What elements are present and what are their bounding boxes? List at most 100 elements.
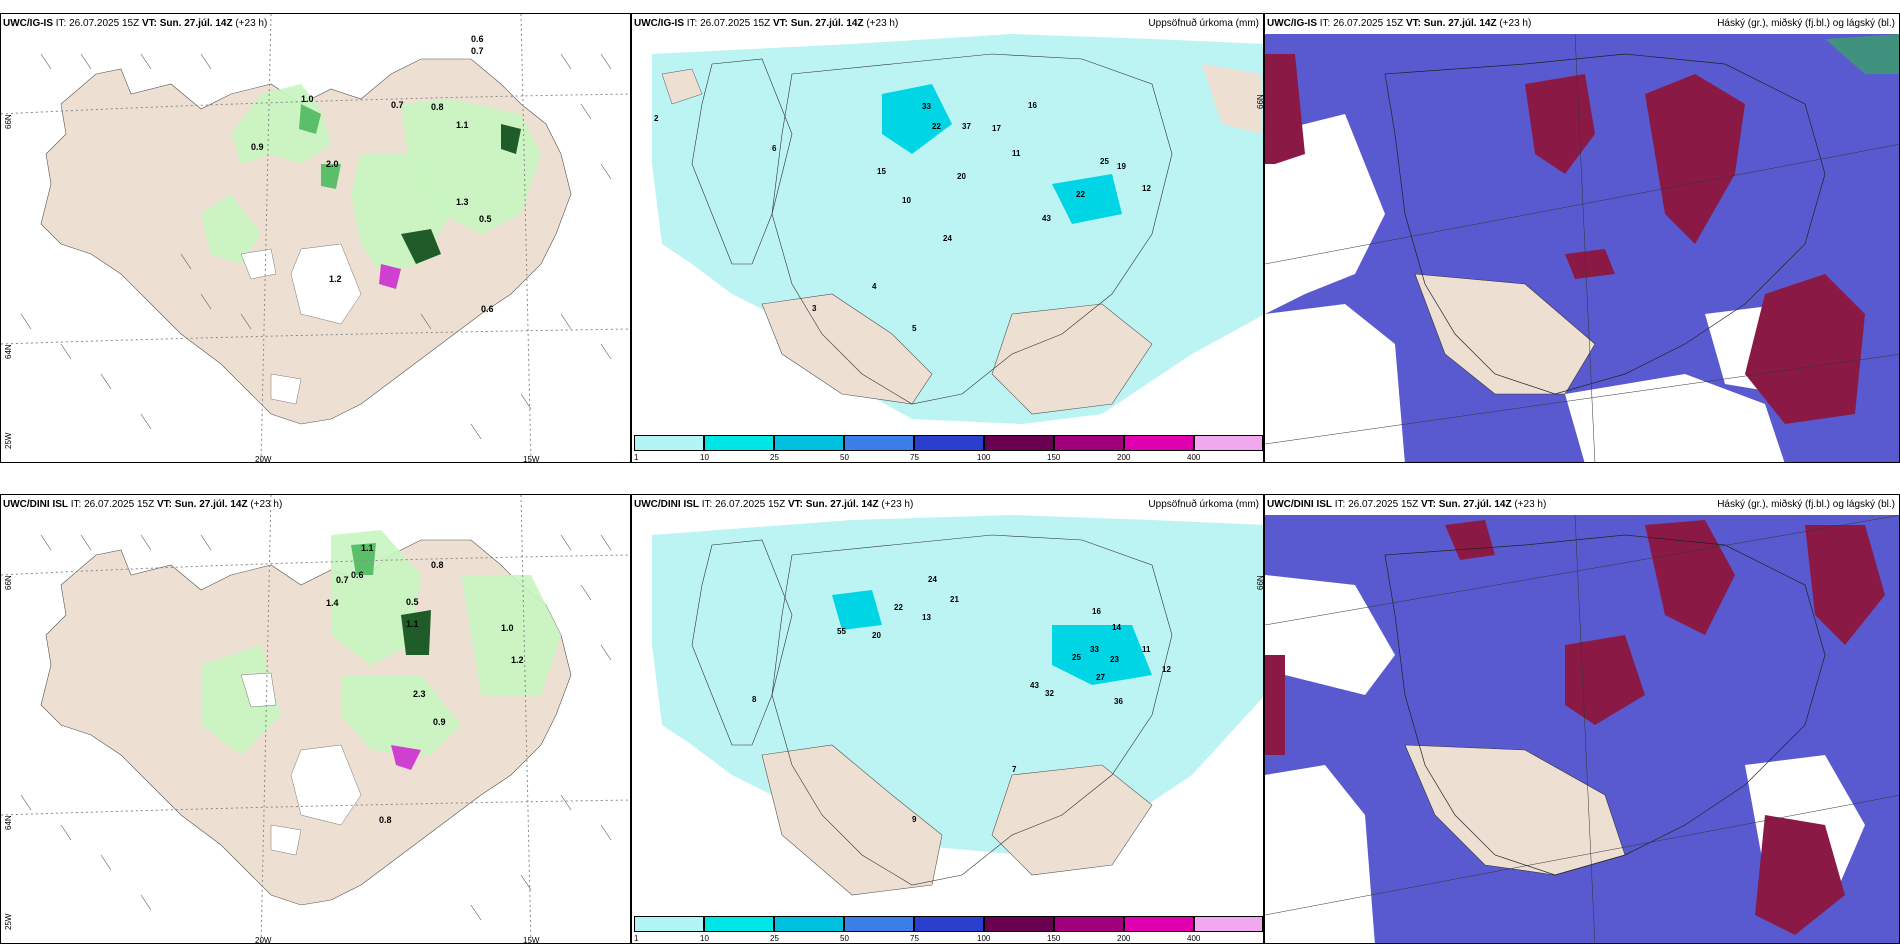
colorbar-label: 10 <box>700 934 709 943</box>
precip-value: 3 <box>812 304 817 313</box>
wind-map <box>1 495 630 943</box>
colorbar-label: 100 <box>977 934 991 943</box>
precip-value: 17 <box>992 124 1001 133</box>
lon-label-15: 15W <box>523 936 540 944</box>
wind-barbs <box>20 53 612 440</box>
colorbar-swatch <box>984 435 1054 451</box>
cloud-panel-top: UWC/IG-IS IT: 26.07.2025 15Z VT: Sun. 27… <box>1264 13 1900 463</box>
wind-panel-top: UWC/IG-IS IT: 26.07.2025 15Z VT: Sun. 27… <box>0 13 631 463</box>
colorbar-label: 150 <box>1047 453 1061 462</box>
colorbar-label: 150 <box>1047 934 1061 943</box>
precip-value: 12 <box>1142 184 1151 193</box>
precip-value: 16 <box>1092 607 1101 616</box>
lat-label-66: 66N <box>4 114 13 129</box>
precip-value: 43 <box>1042 214 1051 223</box>
wind-value: 0.5 <box>479 214 492 224</box>
precip-value: 43 <box>1030 681 1039 690</box>
wind-value: 1.1 <box>361 543 374 553</box>
colorbar-swatch <box>774 916 844 932</box>
colorbar-swatch <box>844 435 914 451</box>
wind-value: 0.7 <box>391 100 404 110</box>
lat-label-66: 66N <box>4 575 13 590</box>
wind-value: 0.8 <box>431 102 444 112</box>
colorbar-label: 10 <box>700 453 709 462</box>
wind-value: 0.6 <box>471 34 484 44</box>
precip-panel-top: UWC/IG-IS IT: 26.07.2025 15Z VT: Sun. 27… <box>631 13 1264 463</box>
colorbar-label: 1 <box>634 934 639 943</box>
precip-value: 8 <box>752 695 757 704</box>
wind-value: 0.9 <box>251 142 264 152</box>
precip-value: 22 <box>894 603 903 612</box>
colorbar-label: 200 <box>1117 453 1131 462</box>
cloud-map <box>1265 33 1899 462</box>
colorbar-label: 1 <box>634 453 639 462</box>
wind-value: 0.9 <box>433 717 446 727</box>
colorbar-swatch <box>914 435 984 451</box>
wind-value: 0.7 <box>471 46 484 56</box>
panel-title: Uppsöfnuð úrkoma (mm) <box>1148 499 1259 510</box>
precip-value: 14 <box>1112 623 1121 632</box>
wind-barbs <box>20 534 612 921</box>
precip-value: 24 <box>928 575 937 584</box>
colorbar-swatch <box>1194 916 1263 932</box>
colorbar-swatch <box>1124 916 1194 932</box>
precip-value: 22 <box>1076 190 1085 199</box>
precip-map <box>632 34 1263 434</box>
colorbar-swatch <box>634 435 704 451</box>
colorbar-label: 400 <box>1187 934 1201 943</box>
precip-value: 32 <box>1045 689 1054 698</box>
wind-value: 0.5 <box>406 597 419 607</box>
wind-value: 2.3 <box>413 689 426 699</box>
precip-value: 24 <box>943 234 952 243</box>
precip-value: 5 <box>912 324 917 333</box>
wind-value: 1.0 <box>501 623 514 633</box>
precip-map <box>632 515 1263 915</box>
precip-value: 22 <box>932 122 941 131</box>
colorbar-swatch <box>1194 435 1263 451</box>
panel-header: UWC/IG-IS IT: 26.07.2025 15Z VT: Sun. 27… <box>634 18 899 29</box>
precip-value: 11 <box>1012 149 1021 158</box>
precip-value: 33 <box>1090 645 1099 654</box>
precip-value: 9 <box>912 815 917 824</box>
precip-value: 16 <box>1028 101 1037 110</box>
colorbar-swatch <box>914 916 984 932</box>
colorbar-label: 50 <box>840 934 849 943</box>
panel-header: UWC/IG-IS IT: 26.07.2025 15Z VT: Sun. 27… <box>1267 18 1532 29</box>
precip-value: 20 <box>872 631 881 640</box>
wind-value: 2.0 <box>326 159 339 169</box>
precip-value: 11 <box>1142 645 1151 654</box>
colorbar-label: 75 <box>910 453 919 462</box>
precip-value: 13 <box>922 613 931 622</box>
lat-label-64: 64N <box>4 344 13 359</box>
precip-value: 4 <box>872 282 877 291</box>
precip-value: 7 <box>1012 765 1017 774</box>
precip-value: 10 <box>902 196 911 205</box>
colorbar-swatch <box>984 916 1054 932</box>
colorbar-swatch <box>774 435 844 451</box>
precip-value: 15 <box>877 167 886 176</box>
wind-value: 0.7 <box>336 575 349 585</box>
colorbar-swatch <box>1054 435 1124 451</box>
wind-map <box>1 14 630 462</box>
lon-label-25: 25W <box>4 432 13 449</box>
wind-value: 1.1 <box>456 120 469 130</box>
panel-header: UWC/DINI ISL IT: 26.07.2025 15Z VT: Sun.… <box>634 499 914 510</box>
precip-value: 12 <box>1162 665 1171 674</box>
lon-label-25: 25W <box>4 913 13 930</box>
colorbar-label: 50 <box>840 453 849 462</box>
precip-colorbar: 1 10 25 50 75 100 150 200 400 <box>634 435 1263 462</box>
panel-title: Háský (gr.), miðský (fj.bl.) og lágský (… <box>1717 18 1895 29</box>
lon-label-20: 20W <box>255 455 272 463</box>
wind-panel-bottom: UWC/DINI ISL IT: 26.07.2025 15Z VT: Sun.… <box>0 494 631 944</box>
precip-value: 25 <box>1100 157 1109 166</box>
colorbar-swatch <box>1054 916 1124 932</box>
colorbar-label: 200 <box>1117 934 1131 943</box>
panel-header: UWC/DINI ISL IT: 26.07.2025 15Z VT: Sun.… <box>1267 499 1547 510</box>
colorbar-label: 25 <box>770 934 779 943</box>
wind-value: 0.6 <box>481 304 494 314</box>
panel-header: UWC/IG-IS IT: 26.07.2025 15Z VT: Sun. 27… <box>3 18 268 29</box>
precip-value: 23 <box>1110 655 1119 664</box>
panel-title: Háský (gr.), miðský (fj.bl.) og lágský (… <box>1717 499 1895 510</box>
lon-label-15: 15W <box>523 455 540 463</box>
precip-value: 33 <box>922 102 931 111</box>
